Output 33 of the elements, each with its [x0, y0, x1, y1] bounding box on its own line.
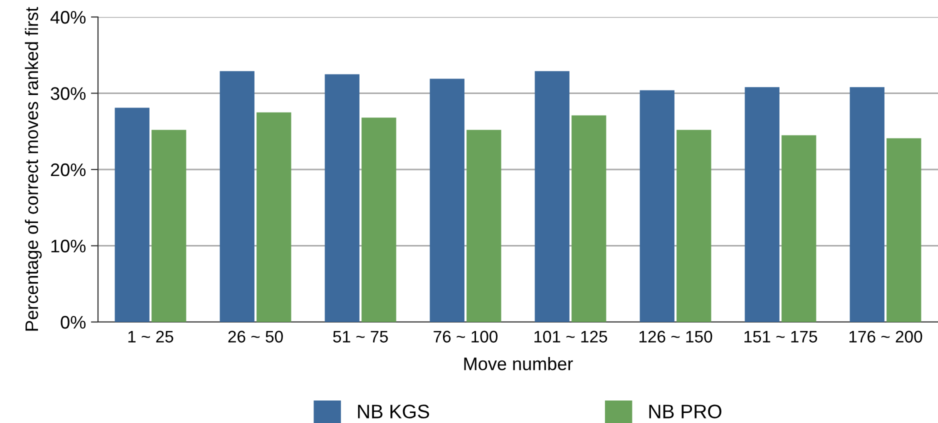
bar [886, 138, 922, 322]
x-tick-label: 101 ~ 125 [534, 330, 608, 343]
bar [466, 130, 502, 322]
y-tick-label: 10% [51, 240, 86, 252]
x-tick-label: 1 ~ 25 [128, 330, 174, 343]
bar [572, 115, 606, 322]
legend-label: NB PRO [649, 404, 722, 418]
x-tick-label: 176 ~ 200 [849, 330, 922, 343]
y-tick-label: 40% [50, 10, 86, 24]
y-tick-label: 30% [50, 87, 86, 100]
y-axis-title: Percentage of correct moves ranked first [24, 7, 42, 331]
x-axis-title: Move number [464, 356, 573, 370]
bar [220, 71, 254, 322]
bar [256, 112, 292, 322]
bar [114, 108, 150, 322]
x-tick-label: 76 ~ 100 [434, 330, 498, 343]
bar [430, 78, 464, 322]
bar [744, 87, 780, 322]
bar [152, 130, 186, 322]
bar [640, 90, 674, 322]
x-tick-label: 26 ~ 50 [228, 330, 283, 343]
legend-label: NB KGS [358, 404, 430, 418]
y-tick-label: 0% [60, 316, 86, 329]
x-tick-label: 126 ~ 150 [639, 330, 712, 343]
y-tick-label: 20% [50, 163, 86, 176]
bar [534, 71, 570, 322]
bar [324, 74, 360, 322]
x-tick-label: 151 ~ 175 [744, 330, 818, 343]
bar [850, 87, 884, 322]
bar [362, 118, 396, 322]
bar [782, 135, 816, 322]
x-tick-label: 51 ~ 75 [333, 330, 388, 343]
bar [676, 130, 712, 322]
